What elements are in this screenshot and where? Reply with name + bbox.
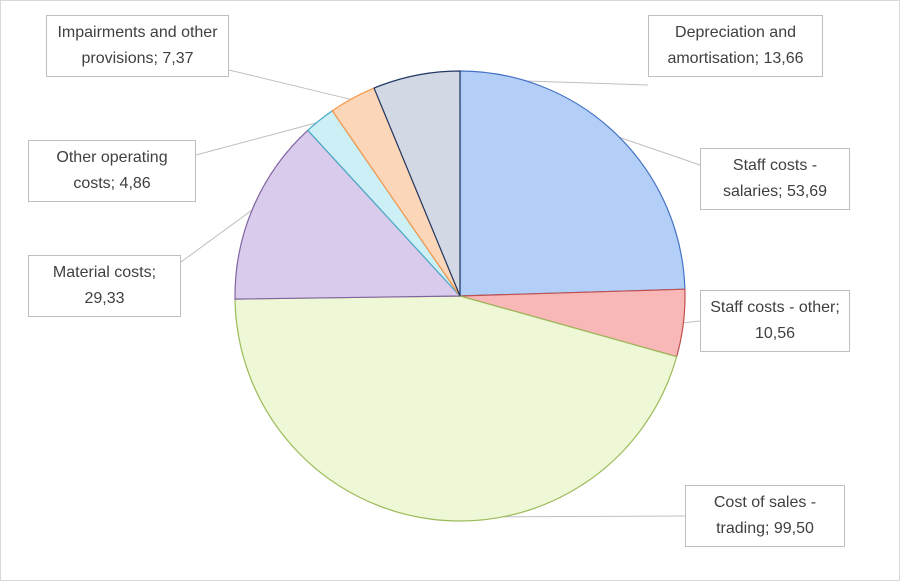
label-category: Cost of sales - trading bbox=[713, 494, 821, 537]
label-value: 10,56 bbox=[754, 325, 796, 342]
leader-line bbox=[228, 69, 354, 101]
label-value: 4,86 bbox=[119, 175, 151, 192]
data-label: Material costs; 29,33 bbox=[28, 255, 181, 317]
data-label: Cost of sales - trading; 99,50 bbox=[685, 485, 845, 547]
label-separator: ; bbox=[778, 183, 787, 200]
label-value: 13,66 bbox=[763, 50, 804, 67]
pie-slice bbox=[373, 70, 461, 297]
label-category: Other operating costs bbox=[56, 149, 173, 192]
label-separator: ; bbox=[754, 50, 764, 67]
pie-slice bbox=[234, 295, 678, 522]
label-category: Impairments and other provisions bbox=[57, 24, 222, 67]
leader-line bbox=[195, 121, 322, 156]
label-separator: ; bbox=[110, 175, 120, 192]
pie-slice bbox=[459, 70, 686, 297]
label-category: Staff costs - other bbox=[710, 299, 836, 316]
pie-slice bbox=[234, 129, 462, 300]
data-label: Impairments and other provisions; 7,37 bbox=[46, 15, 229, 77]
label-separator: ; bbox=[835, 299, 845, 316]
data-label: Staff costs - salaries; 53,69 bbox=[700, 148, 850, 210]
leader-line bbox=[681, 320, 701, 324]
label-value: 99,50 bbox=[773, 520, 814, 537]
label-category: Material costs bbox=[52, 264, 152, 281]
label-separator: ; bbox=[764, 520, 774, 537]
label-value: 7,37 bbox=[162, 50, 194, 67]
label-separator: ; bbox=[151, 264, 161, 281]
data-label: Other operating costs; 4,86 bbox=[28, 140, 196, 202]
data-label: Staff costs - other; 10,56 bbox=[700, 290, 850, 352]
label-value: 53,69 bbox=[786, 183, 828, 200]
leader-line bbox=[615, 135, 701, 166]
label-separator: ; bbox=[153, 50, 163, 67]
label-category: Depreciation and amortisation bbox=[667, 24, 801, 67]
label-value: 29,33 bbox=[84, 290, 125, 307]
leader-line bbox=[180, 207, 256, 263]
data-label: Depreciation and amortisation; 13,66 bbox=[648, 15, 823, 77]
label-category: Staff costs - salaries bbox=[722, 157, 822, 200]
